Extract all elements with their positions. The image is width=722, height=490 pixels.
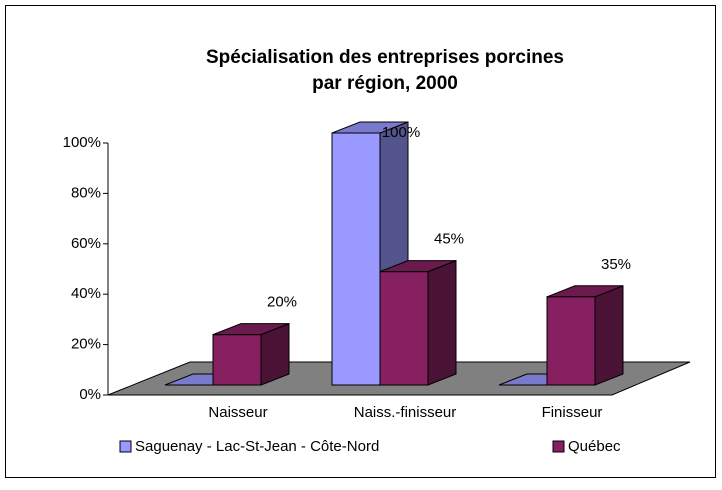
legend-label: Québec xyxy=(568,438,621,455)
legend-swatch xyxy=(552,440,565,453)
bar-top xyxy=(379,260,457,273)
bar-top xyxy=(546,285,624,298)
y-tick-label: 40% xyxy=(71,285,101,302)
chart-title: Spécialisation des entreprises porcines xyxy=(206,47,564,68)
y-tick-label: 100% xyxy=(63,134,101,151)
bar-top xyxy=(331,121,409,134)
y-tick-label: 0% xyxy=(79,386,101,403)
bar-side xyxy=(427,259,457,386)
y-tick-label: 20% xyxy=(71,336,101,353)
bar-front xyxy=(331,132,381,386)
x-tick-label: Naisseur xyxy=(208,404,267,421)
y-tick-label: 60% xyxy=(71,235,101,252)
chart-title: par région, 2000 xyxy=(312,73,458,94)
bar-side xyxy=(594,285,624,386)
bar xyxy=(546,285,624,386)
y-tick-label: 80% xyxy=(71,184,101,201)
data-label: 20% xyxy=(267,294,297,311)
x-tick-label: Naiss.-finisseur xyxy=(354,404,457,421)
data-label: 45% xyxy=(434,231,464,248)
legend-swatch xyxy=(119,440,132,453)
x-tick-label: Finisseur xyxy=(542,404,603,421)
bar-front xyxy=(546,296,596,386)
bar-top xyxy=(212,323,290,336)
bar xyxy=(212,322,290,386)
legend-label: Saguenay - Lac-St-Jean - Côte-Nord xyxy=(135,438,379,455)
bar-front xyxy=(212,334,262,386)
bar xyxy=(379,259,457,386)
bar-front xyxy=(379,271,429,386)
data-label: 35% xyxy=(601,256,631,273)
data-label: 100% xyxy=(382,124,420,141)
